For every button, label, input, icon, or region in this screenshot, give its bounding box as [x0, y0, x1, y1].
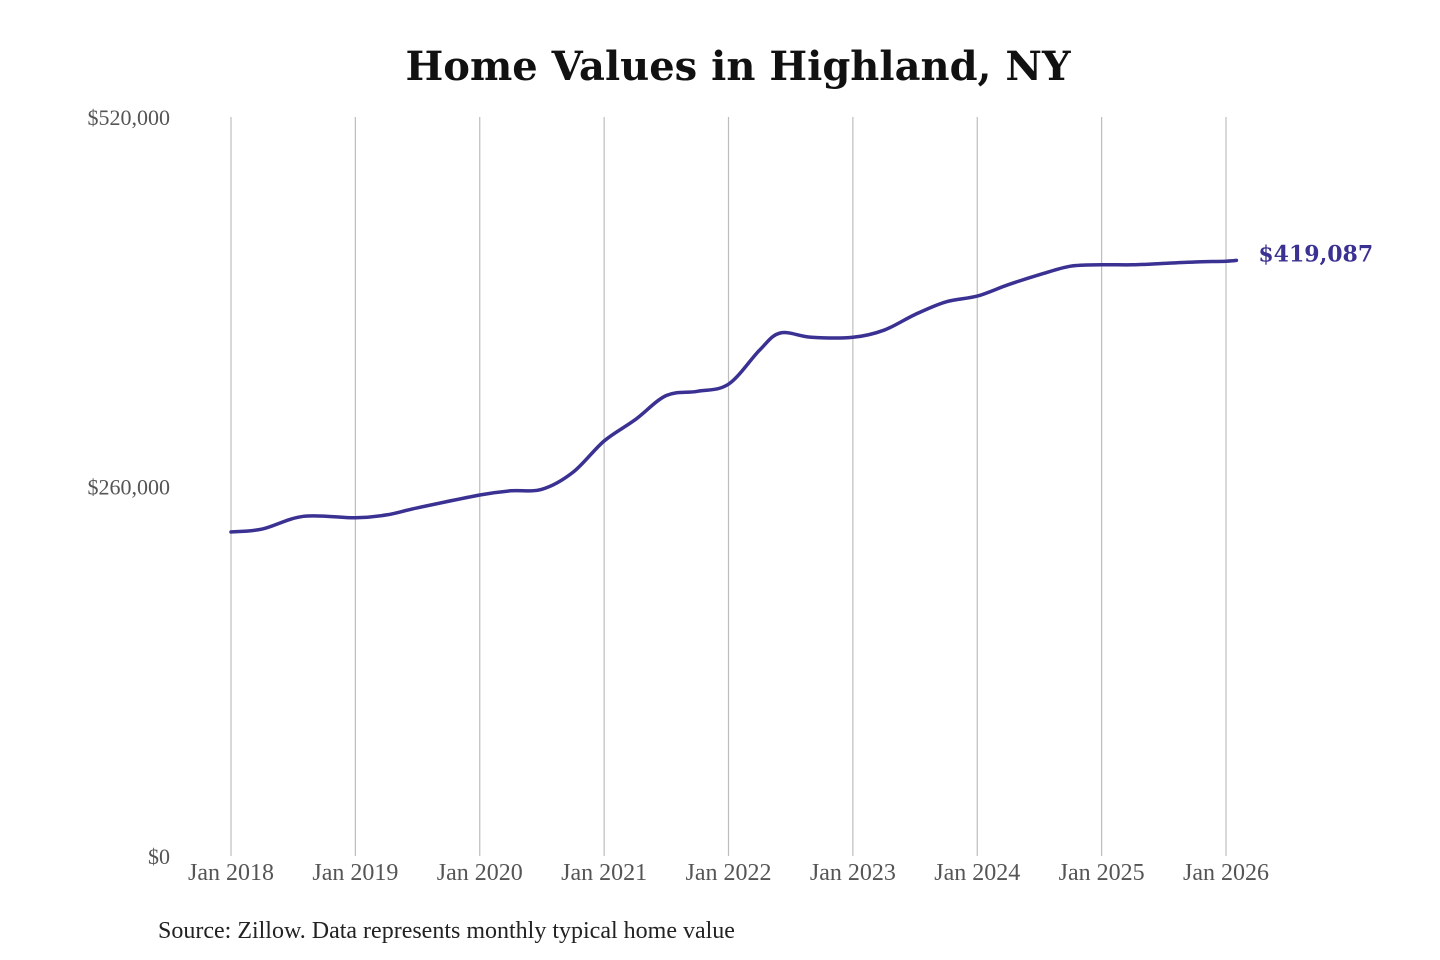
x-tick-label: Jan 2018: [188, 860, 274, 886]
x-tick-label: Jan 2025: [1059, 860, 1145, 886]
annotations: $419,087: [1258, 241, 1373, 267]
end-value-label: $419,087: [1258, 241, 1373, 267]
x-tick-label: Jan 2024: [934, 860, 1020, 886]
series-layer: [229, 258, 1239, 534]
gridlines: [230, 117, 1227, 856]
x-tick-label: Jan 2026: [1183, 860, 1269, 886]
series-line: [229, 258, 1239, 534]
x-tick-label: Jan 2019: [312, 860, 398, 886]
source-note: Source: Zillow. Data represents monthly …: [158, 918, 735, 944]
y-axis-ticks: $520,000 $260,000 $0: [88, 105, 171, 869]
x-tick-label: Jan 2020: [437, 860, 523, 886]
chart-title: Home Values in Highland, NY: [406, 43, 1071, 90]
x-tick-label: Jan 2022: [686, 860, 772, 886]
y-tick-label: $520,000: [88, 105, 171, 130]
y-tick-label: $0: [148, 844, 170, 869]
y-tick-label: $260,000: [88, 475, 171, 500]
x-tick-label: Jan 2023: [810, 860, 896, 886]
x-axis-ticks: Jan 2018 Jan 2019 Jan 2020 Jan 2021 Jan 2022…: [188, 860, 1269, 886]
x-tick-label: Jan 2021: [561, 860, 647, 886]
